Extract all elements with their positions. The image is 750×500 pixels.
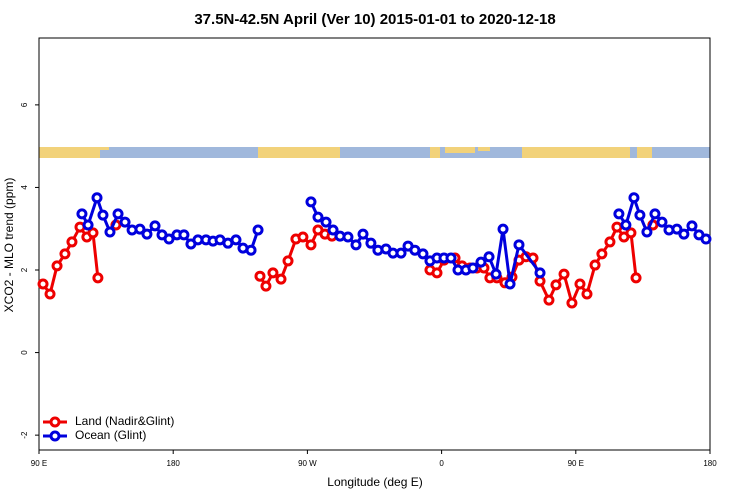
data-point <box>149 220 161 232</box>
map-strip <box>39 147 710 158</box>
data-point <box>641 226 653 238</box>
data-point <box>97 209 109 221</box>
data-point <box>91 192 103 204</box>
data-point <box>134 223 146 235</box>
data-point <box>342 231 354 243</box>
legend-marker <box>49 430 61 442</box>
legend-label: Ocean (Glint) <box>75 428 146 442</box>
data-point <box>267 267 279 279</box>
data-point <box>513 239 525 251</box>
data-point <box>92 272 104 284</box>
data-point <box>395 247 407 259</box>
y-tick-label: 2 <box>20 267 29 272</box>
data-point <box>543 294 555 306</box>
data-point <box>445 252 457 264</box>
data-point <box>566 297 578 309</box>
data-point <box>558 268 570 280</box>
data-point <box>312 211 324 223</box>
data-point <box>305 196 317 208</box>
data-point <box>611 221 623 233</box>
data-point <box>76 208 88 220</box>
data-point <box>104 226 116 238</box>
data-point <box>604 236 616 248</box>
data-point <box>350 239 362 251</box>
data-point <box>163 233 175 245</box>
data-point <box>431 267 443 279</box>
data-point <box>634 209 646 221</box>
data-point <box>628 192 640 204</box>
x-tick-label: 90 W <box>298 459 317 468</box>
data-point <box>589 259 601 271</box>
data-point <box>87 227 99 239</box>
data-point <box>252 224 264 236</box>
data-point <box>550 279 562 291</box>
data-point <box>656 216 668 228</box>
x-axis-label: Longitude (deg E) <box>327 475 422 489</box>
data-point <box>613 208 625 220</box>
data-point <box>700 233 712 245</box>
data-point <box>59 248 71 260</box>
y-tick-label: 6 <box>20 102 29 107</box>
x-tick-label: 180 <box>703 459 717 468</box>
data-point <box>254 270 266 282</box>
data-point <box>230 234 242 246</box>
data-point <box>119 216 131 228</box>
x-tick-label: 0 <box>439 459 444 468</box>
data-point <box>141 228 153 240</box>
data-point <box>357 228 369 240</box>
data-point <box>305 239 317 251</box>
data-point <box>275 273 287 285</box>
data-point <box>574 278 586 290</box>
data-point <box>327 224 339 236</box>
data-point <box>649 208 661 220</box>
data-point <box>625 227 637 239</box>
data-point <box>297 231 309 243</box>
data-point <box>51 260 63 272</box>
data-point <box>245 244 257 256</box>
y-tick-label: 4 <box>20 185 29 190</box>
plot-frame <box>38 37 711 451</box>
y-tick-label: 0 <box>20 350 29 355</box>
data-point <box>475 256 487 268</box>
data-point <box>504 278 516 290</box>
data-point <box>497 223 509 235</box>
data-point <box>320 216 332 228</box>
data-point <box>44 288 56 300</box>
data-point <box>467 262 479 274</box>
data-point <box>260 280 272 292</box>
data-point <box>365 237 377 249</box>
x-tick-label: 90 E <box>31 459 47 468</box>
data-point <box>282 255 294 267</box>
x-tick-label: 180 <box>167 459 181 468</box>
data-point <box>417 248 429 260</box>
y-tick-label: -2 <box>20 431 29 439</box>
data-point <box>483 251 495 263</box>
data-point <box>82 219 94 231</box>
x-tick-label: 90 E <box>568 459 584 468</box>
data-point <box>678 228 690 240</box>
data-point <box>671 223 683 235</box>
data-point <box>686 220 698 232</box>
data-point <box>630 272 642 284</box>
data-point <box>37 278 49 290</box>
legend-label: Land (Nadir&Glint) <box>75 414 174 428</box>
data-point <box>490 268 502 280</box>
chart-title: 37.5N-42.5N April (Ver 10) 2015-01-01 to… <box>194 11 555 28</box>
legend-marker <box>49 416 61 428</box>
data-point <box>581 288 593 300</box>
data-point <box>66 236 78 248</box>
data-point <box>534 267 546 279</box>
data-point <box>596 248 608 260</box>
y-axis-label: XCO2 - MLO trend (ppm) <box>2 178 16 313</box>
data-point <box>620 219 632 231</box>
data-point <box>178 229 190 241</box>
data-point <box>112 208 124 220</box>
